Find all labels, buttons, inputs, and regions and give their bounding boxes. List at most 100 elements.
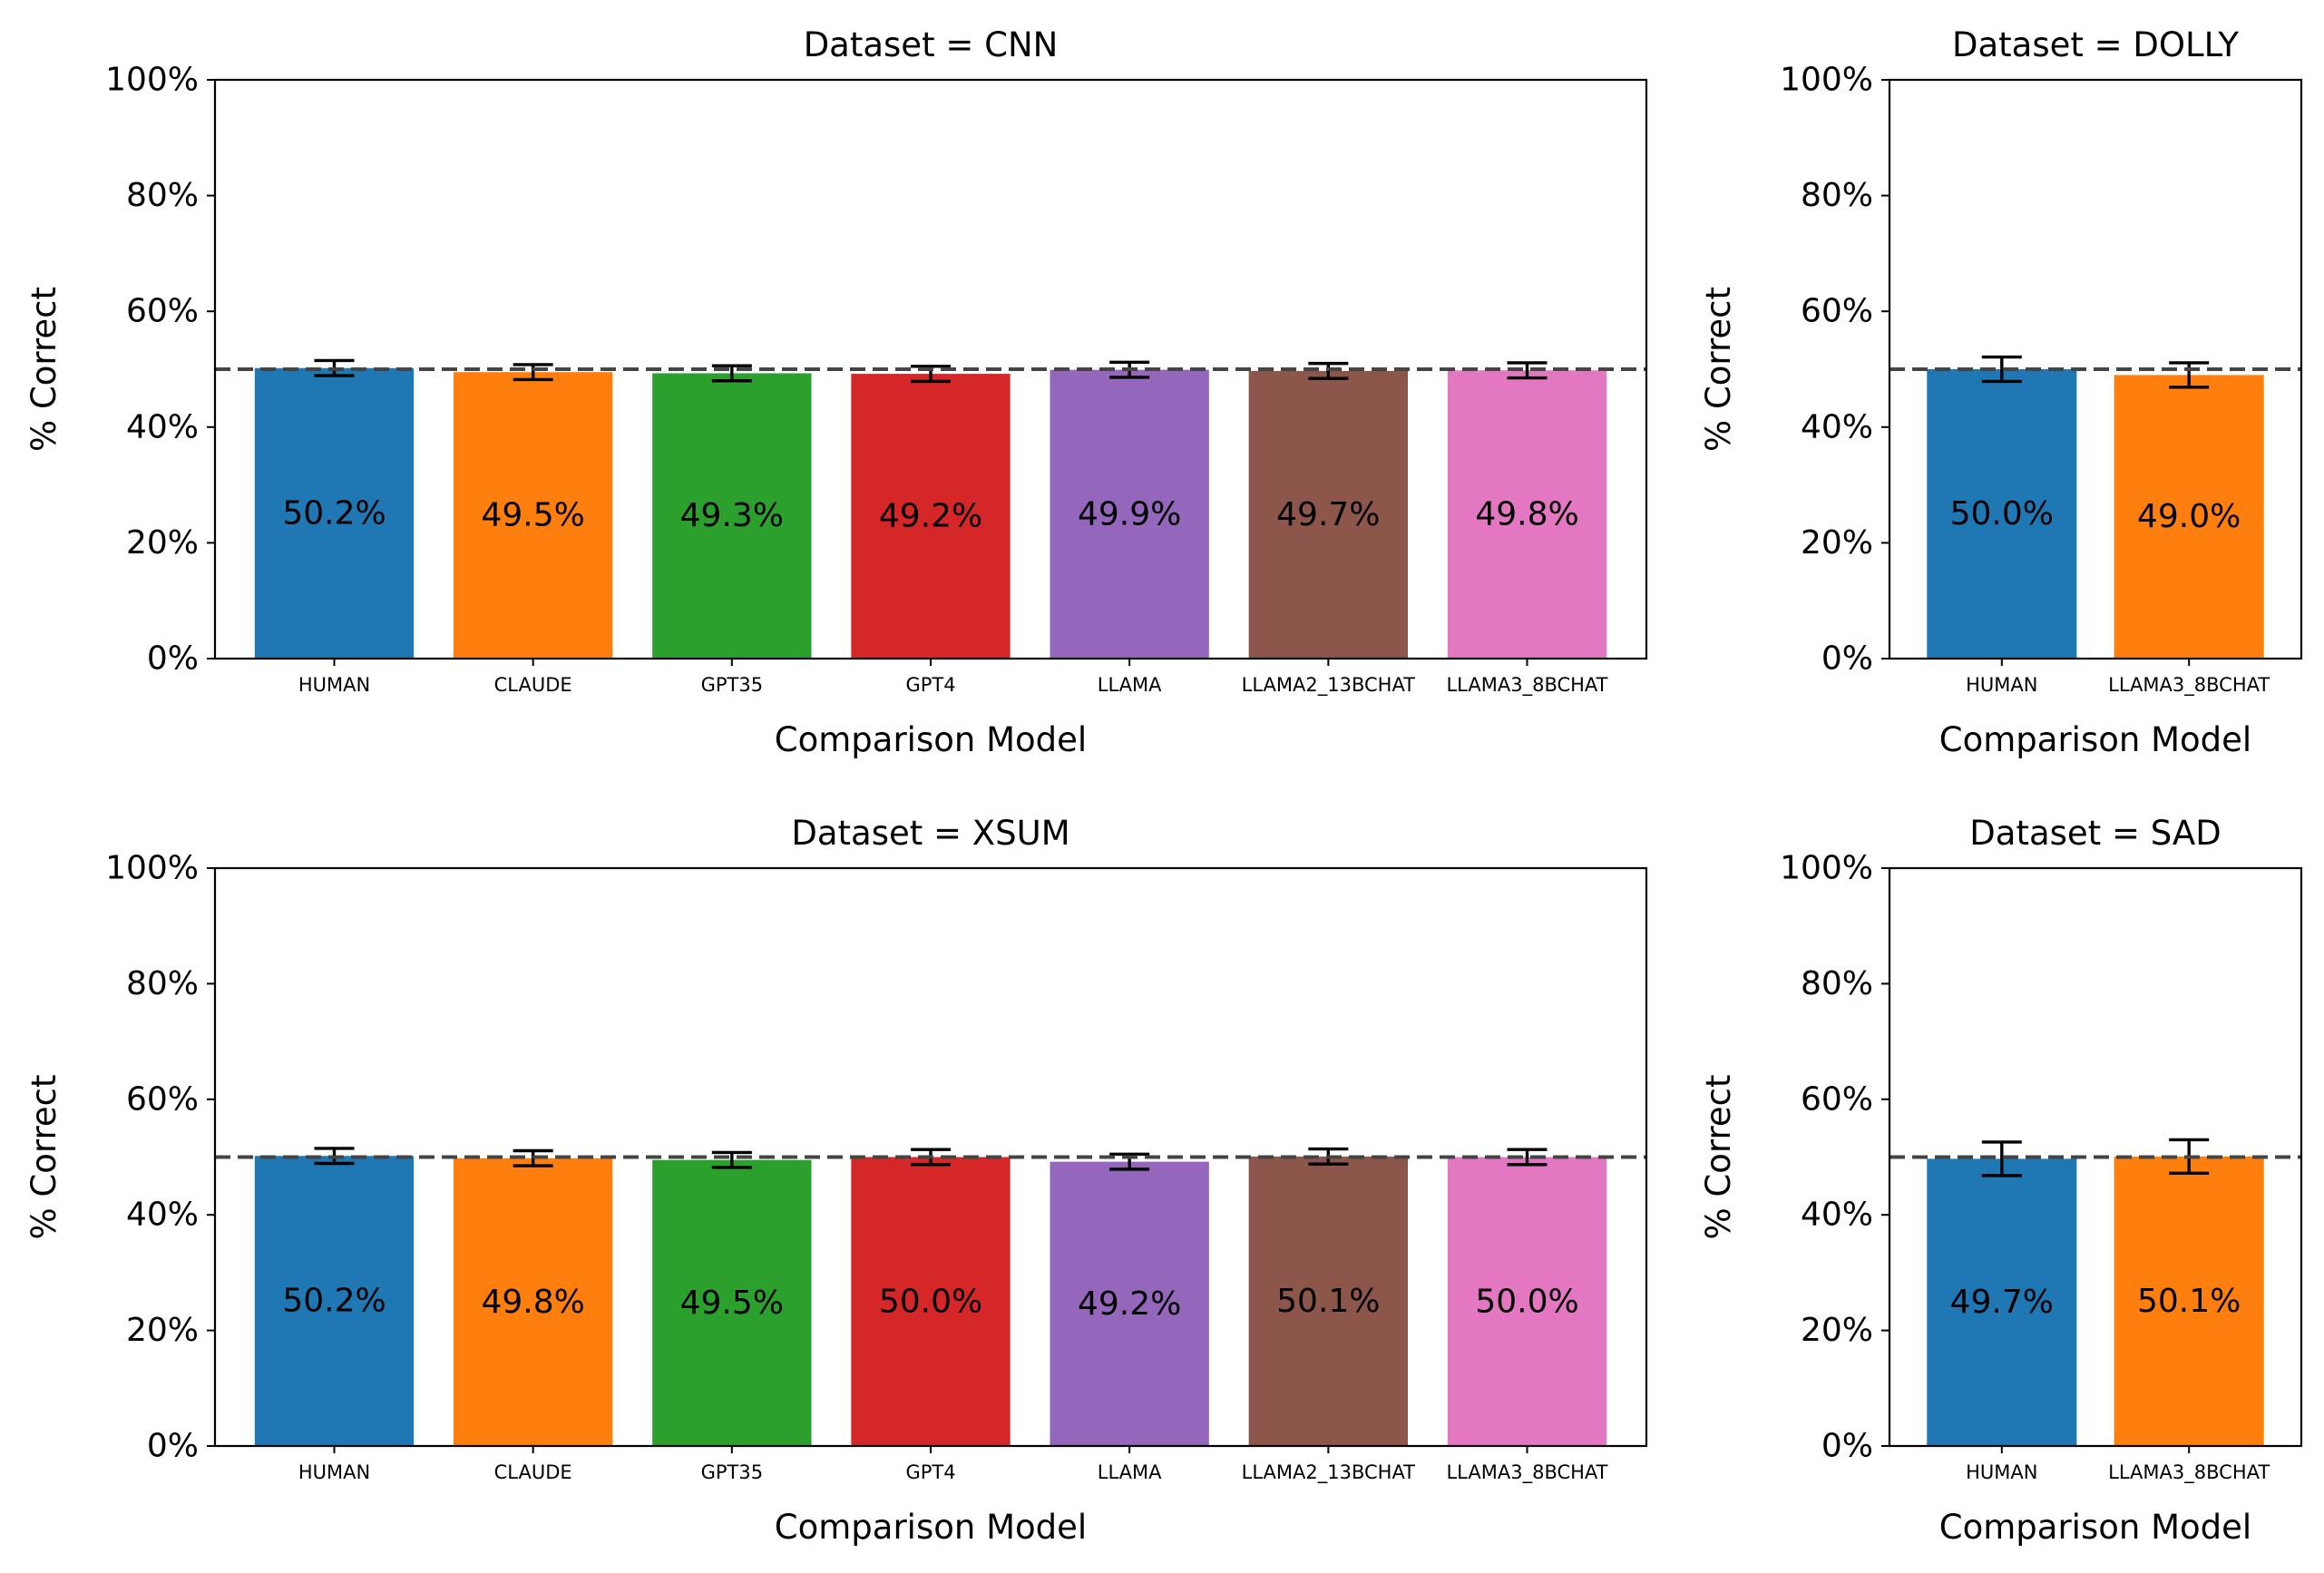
bar-xsum-llama3-8bchat [1447,1157,1607,1446]
y-axis-label: % Correct [24,287,63,452]
x-tick-label: LLAMA [1098,1461,1162,1483]
x-tick-label: HUMAN [298,1461,370,1483]
y-tick-label: 0% [147,1428,199,1465]
bar-value-label: 49.7% [1276,496,1380,533]
y-tick-label: 40% [1801,1197,1873,1234]
y-axis-label: % Correct [1699,1075,1738,1240]
bar-value-label: 50.0% [1950,495,2054,532]
x-tick-label: GPT35 [701,1461,764,1483]
bar-xsum-llama [1050,1161,1209,1446]
x-axis-label: Comparison Model [1939,1508,2251,1547]
bar-sad-llama3-8bchat [2114,1156,2264,1446]
error-bar-dolly-llama3-8bchat [2169,361,2210,389]
bar-value-label: 49.5% [481,497,584,534]
y-tick-label: 80% [1801,965,1873,1002]
bar-value-label: 50.0% [879,1283,982,1320]
x-tick-label: LLAMA [1098,674,1162,696]
bar-cnn-gpt4 [851,374,1011,659]
x-tick-label: HUMAN [1966,1461,2037,1483]
panel-title: Dataset = XSUM [791,814,1069,853]
y-tick-label: 100% [105,850,199,887]
axes-frame-dolly [1888,78,2303,660]
bar-dolly-llama3-8bchat [2114,375,2264,659]
x-tick-label: HUMAN [1966,674,2037,696]
x-tick-label: LLAMA3_8BCHAT [1446,674,1607,697]
x-tick-label: GPT35 [701,674,764,696]
y-tick-label: 20% [126,524,199,562]
bar-value-label: 49.2% [1078,1285,1181,1323]
bar-value-label: 50.2% [282,1283,386,1320]
y-tick-label: 40% [126,1197,199,1234]
bar-xsum-gpt4 [851,1157,1011,1446]
y-tick-label: 60% [1801,1080,1873,1118]
error-bar-xsum-llama3-8bchat [1507,1148,1548,1167]
bar-cnn-llama2-13bchat [1248,370,1408,659]
y-tick-label: 0% [1821,640,1873,678]
bar-cnn-claude [454,372,613,659]
y-tick-label: 80% [1801,177,1873,214]
y-tick-label: 20% [1801,1312,1873,1349]
y-tick-label: 80% [126,177,199,214]
axes-frame-cnn [213,78,1648,660]
panel-title: Dataset = SAD [1969,814,2221,853]
x-tick-label: GPT4 [905,674,955,696]
x-tick-label: HUMAN [298,674,370,696]
bar-cnn-llama [1050,369,1209,659]
bar-value-label: 49.7% [1950,1284,2054,1321]
error-bar-dolly-human [1981,355,2022,384]
y-tick-label: 20% [126,1312,199,1349]
y-tick-label: 80% [126,965,199,1002]
y-axis-label: % Correct [1699,287,1738,452]
panel-cnn: 50.2% HUMAN 49.5% CLAUDE 49.3% GPT35 49.2% GPT4… [24,25,1648,759]
y-tick-label: 100% [1780,850,1873,887]
bar-cnn-human [254,367,415,659]
bar-dolly-human [1927,369,2077,659]
panel-xsum: 50.2% HUMAN 49.8% CLAUDE 49.5% GPT35 50.0% GPT4… [24,814,1648,1547]
x-tick-label: CLAUDE [494,1461,572,1483]
x-tick-label: GPT4 [905,1461,955,1483]
error-bar-xsum-gpt35 [711,1150,752,1169]
error-bar-cnn-llama3-8bchat [1507,361,1548,380]
y-tick-label: 40% [1801,408,1873,445]
x-tick-label: LLAMA3_8BCHAT [2108,1461,2270,1484]
bar-xsum-gpt35 [652,1159,812,1446]
bar-value-label: 49.8% [481,1284,584,1321]
x-tick-label: LLAMA3_8BCHAT [1446,1461,1607,1484]
x-tick-label: LLAMA3_8BCHAT [2108,674,2270,697]
y-axis-label: % Correct [24,1075,63,1240]
bar-value-label: 50.1% [1276,1283,1380,1320]
error-bar-cnn-claude [513,363,553,382]
y-tick-label: 60% [1801,293,1873,330]
y-tick-label: 0% [147,640,199,678]
bar-cnn-llama3-8bchat [1447,370,1607,659]
error-bar-sad-human [1981,1140,2022,1177]
y-tick-label: 100% [105,62,199,99]
panel-sad: 49.7% HUMAN 50.1% LLAMA3_8BCHAT 0% 20% 40% 60% 8… [1699,814,2303,1547]
bar-sad-human [1927,1158,2077,1446]
y-tick-label: 60% [126,1080,199,1118]
x-tick-label: CLAUDE [494,674,572,696]
y-tick-label: 0% [1821,1428,1873,1465]
x-axis-label: Comparison Model [775,1508,1087,1547]
y-tick-label: 60% [126,293,199,330]
x-tick-label: LLAMA2_13BCHAT [1242,674,1416,697]
bar-value-label: 49.8% [1475,496,1578,533]
bar-value-label: 49.9% [1078,495,1181,532]
error-bar-cnn-gpt35 [711,364,752,383]
y-tick-label: 40% [126,408,199,445]
bar-xsum-human [254,1156,415,1446]
y-tick-label: 100% [1780,62,1873,99]
bar-xsum-claude [454,1158,613,1446]
bar-cnn-gpt35 [652,373,812,659]
bar-value-label: 49.5% [680,1285,784,1322]
x-tick-label: LLAMA2_13BCHAT [1242,1461,1416,1484]
bar-value-label: 50.1% [2137,1283,2241,1320]
bar-value-label: 49.0% [2137,498,2241,535]
bar-value-label: 50.0% [1475,1283,1578,1320]
bar-value-label: 50.2% [282,494,386,532]
panel-dolly: 50.0% HUMAN 49.0% LLAMA3_8BCHAT 0% 20% 40% 60% 8… [1699,25,2303,759]
bar-xsum-llama2-13bchat [1248,1156,1408,1446]
bar-value-label: 49.3% [680,497,784,534]
y-tick-label: 20% [1801,524,1873,562]
